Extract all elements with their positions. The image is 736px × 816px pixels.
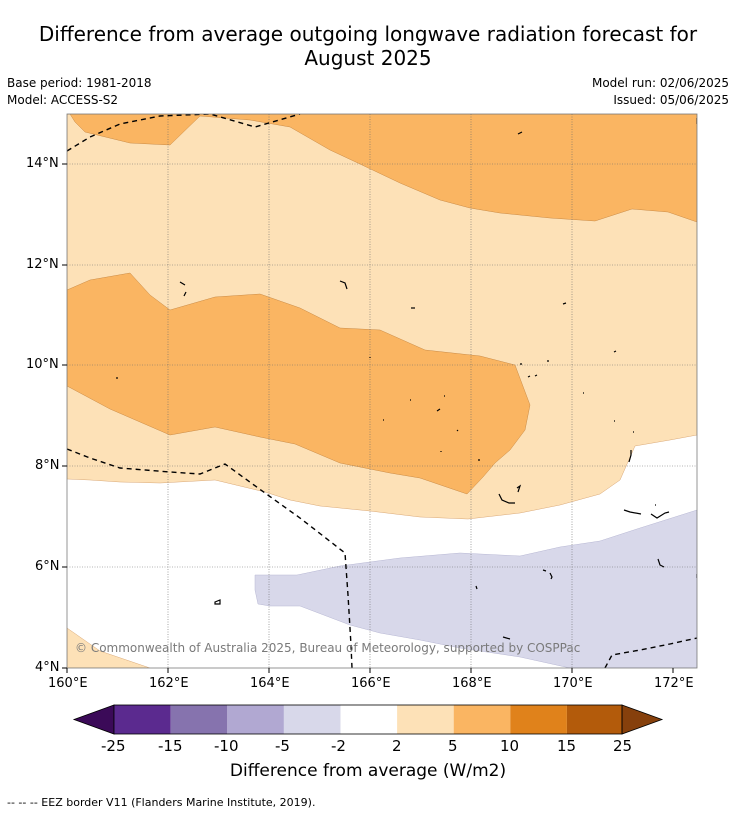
lat-label-6n: 6°N [35, 559, 60, 574]
colorbar-segment-4 [283, 705, 341, 734]
colorbar-tick-2: 2 [392, 737, 402, 755]
colorbar-tick-5: 5 [448, 737, 458, 755]
islands [116, 118, 697, 640]
model-name: Model: ACCESS-S2 [7, 93, 119, 107]
title-line-1: Difference from average outgoing longwav… [38, 22, 698, 46]
colorbar-segment-6 [397, 705, 454, 734]
lon-label-170e: 170°E [553, 676, 593, 691]
colorbar-segment-3 [227, 705, 284, 734]
eez-legend-note: -- -- -- EEZ border V11 (Flanders Marine… [7, 796, 316, 809]
colorbar-segment-9 [566, 705, 622, 734]
colorbar-tick-m15: -15 [158, 737, 183, 755]
colorbar-tick-m2: -2 [331, 737, 346, 755]
chart-title: Difference from average outgoing longwav… [0, 22, 736, 70]
map-frame [66, 113, 698, 669]
colorbar-tick-m10: -10 [214, 737, 239, 755]
colorbar-under-arrow [72, 704, 115, 735]
lat-label-8n: 8°N [35, 458, 60, 473]
issued-date: Issued: 05/06/2025 [613, 93, 729, 107]
copyright-notice: © Commonwealth of Australia 2025, Bureau… [75, 641, 581, 655]
lon-label-166e: 166°E [351, 676, 391, 691]
lon-label-164e: 164°E [250, 676, 290, 691]
light-orange-anomaly-south [67, 627, 151, 668]
title-line-2: August 2025 [304, 46, 432, 70]
base-period: Base period: 1981-2018 [7, 76, 152, 90]
colorbar-label: Difference from average (W/m2) [229, 761, 507, 781]
colorbar-frame [113, 704, 623, 735]
meta-left: Base period: 1981-2018 Model: ACCESS-S2 [7, 75, 152, 109]
lon-label-160e: 160°E [48, 676, 88, 691]
colorbar-segment-5 [340, 705, 398, 734]
colorbar-tick-m5: -5 [275, 737, 290, 755]
colorbar-tick-m25: -25 [101, 737, 126, 755]
mid-orange-anomaly-central [67, 272, 531, 495]
colorbar-segment-1 [114, 705, 171, 734]
lon-label-162e: 162°E [149, 676, 189, 691]
model-run: Model run: 02/06/2025 [591, 76, 729, 90]
colorbar-segment-7 [453, 705, 511, 734]
eez-borders [67, 114, 697, 668]
lat-label-4n: 4°N [35, 660, 60, 675]
colorbar-over-arrow [621, 704, 664, 735]
lon-label-172e: 172°E [654, 676, 694, 691]
lon-label-168e: 168°E [452, 676, 492, 691]
lat-label-12n: 12°N [26, 257, 59, 272]
gridlines [67, 114, 697, 668]
lavender-anomaly-south [254, 509, 697, 668]
map-area [67, 114, 697, 668]
colorbar-segment-8 [510, 705, 567, 734]
colorbar-segment-2 [170, 705, 228, 734]
colorbar-tick-25: 25 [613, 737, 633, 755]
colorbar [72, 704, 664, 735]
colorbar-tick-15: 15 [557, 737, 577, 755]
axis-ticks [62, 163, 674, 673]
lat-label-10n: 10°N [26, 357, 59, 372]
lat-label-14n: 14°N [26, 156, 59, 171]
colorbar-tick-10: 10 [500, 737, 520, 755]
mid-orange-anomaly-north [67, 114, 697, 223]
meta-right: Model run: 02/06/2025 Issued: 05/06/2025 [592, 75, 729, 109]
